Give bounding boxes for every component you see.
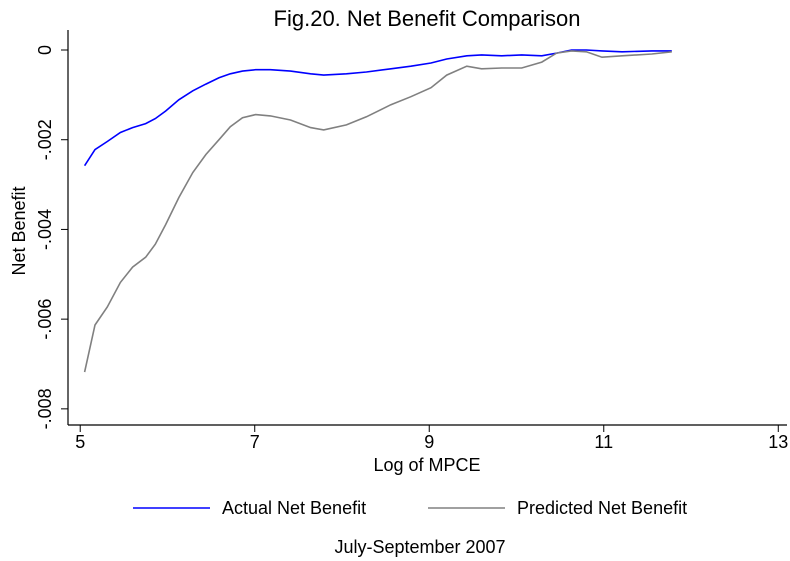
x-tick-label: 5 (75, 432, 85, 452)
line-series (83, 50, 672, 373)
y-tick-label: 0 (35, 45, 55, 55)
x-tick-label: 9 (424, 432, 434, 452)
y-tick-label: -.002 (35, 119, 55, 160)
legend-label: Predicted Net Benefit (517, 498, 687, 518)
note: July-September 2007 (334, 537, 505, 557)
x-tick-label: 11 (594, 432, 613, 452)
legend-label: Actual Net Benefit (222, 498, 366, 518)
y-axis-label: Net Benefit (9, 186, 29, 275)
y-tick-label: -.006 (35, 299, 55, 340)
line-series (83, 49, 672, 167)
y-tick-label: -.004 (35, 209, 55, 250)
x-axis-label: Log of MPCE (373, 455, 480, 475)
chart-title: Fig.20. Net Benefit Comparison (274, 6, 581, 31)
x-tick-label: 7 (250, 432, 260, 452)
x-tick-label: 13 (768, 432, 788, 452)
y-tick-label: -.008 (35, 388, 55, 429)
